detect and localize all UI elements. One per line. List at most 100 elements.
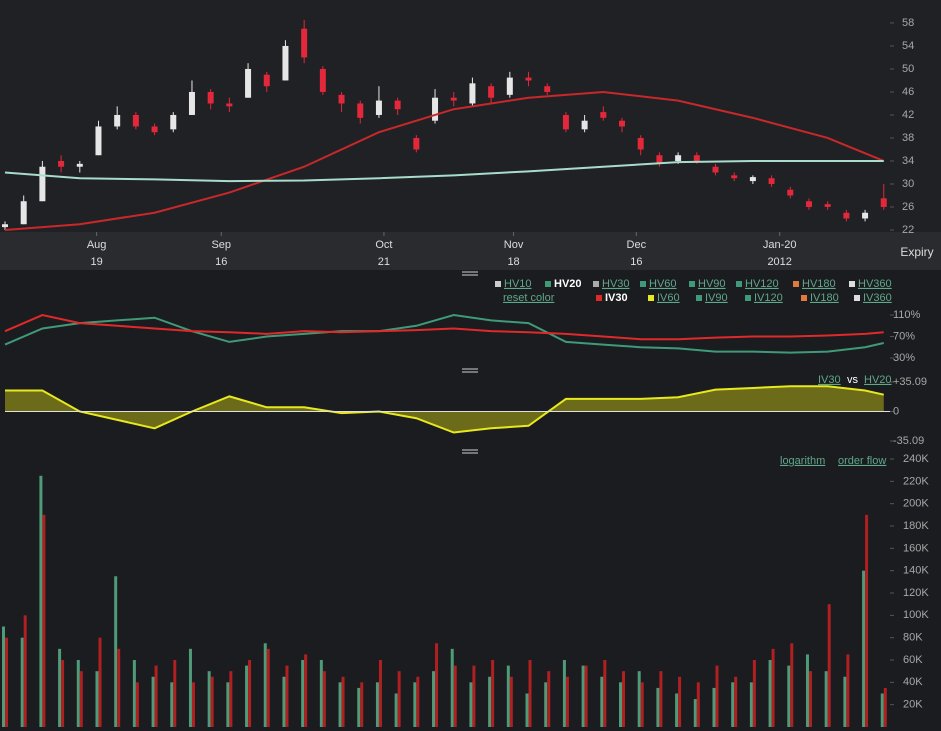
- volume-bar: [357, 687, 361, 727]
- y-tick-label: 22: [902, 224, 914, 236]
- volume-bar: [805, 654, 809, 727]
- toggle-label[interactable]: IV360: [863, 292, 892, 304]
- volume-bar: [525, 693, 529, 727]
- candle-body: [506, 77, 513, 95]
- volatility-line: [4, 314, 884, 354]
- spread-label-sep: vs: [847, 374, 859, 386]
- y-tick-label: 240K: [903, 453, 929, 465]
- y-tick-label: 20K: [903, 699, 923, 711]
- y-tick-label: 58: [902, 17, 914, 29]
- toggle-icon: [648, 295, 654, 301]
- volume-bar: [61, 660, 65, 727]
- y-tick-label: 40K: [903, 676, 923, 688]
- spread-label-b[interactable]: HV20: [864, 374, 892, 386]
- x-axis-band: [0, 232, 941, 270]
- volume-bar: [154, 665, 158, 727]
- toggle-label[interactable]: IV120: [754, 292, 783, 304]
- candle-body: [600, 112, 607, 118]
- y-tick-label: 34: [902, 155, 914, 167]
- volume-bar: [790, 643, 794, 727]
- toggle-icon: [696, 295, 702, 301]
- volume-bar: [191, 682, 195, 727]
- volume-bar: [731, 682, 735, 727]
- toggle-label[interactable]: HV30: [602, 278, 630, 290]
- x-tick-sublabel: 16: [630, 256, 642, 268]
- volume-bar: [173, 660, 177, 727]
- volume-bar: [58, 648, 62, 727]
- volume-bar: [263, 643, 267, 727]
- toggle-label[interactable]: IV90: [705, 292, 728, 304]
- candle-body: [731, 175, 738, 179]
- y-tick-label: -35.09: [893, 435, 924, 447]
- toggle-label[interactable]: HV90: [698, 278, 726, 290]
- toggle-label[interactable]: HV10: [504, 278, 532, 290]
- candle-body: [39, 166, 46, 202]
- candle-body: [58, 160, 65, 167]
- toggle-label[interactable]: IV60: [657, 292, 680, 304]
- toggle-label[interactable]: IV30: [605, 292, 628, 304]
- toggle-icon: [736, 281, 742, 287]
- volume-bar: [562, 660, 566, 727]
- volume-bar: [883, 687, 887, 727]
- candle-body: [693, 155, 700, 161]
- volume-bar: [435, 643, 439, 727]
- volume-bar: [771, 648, 775, 727]
- candle-body: [319, 68, 326, 92]
- volume-bar: [603, 660, 607, 727]
- toggle-icon: [854, 295, 860, 301]
- candle-body: [619, 120, 626, 127]
- toggle-icon: [793, 281, 799, 287]
- expiry-label: Expiry: [900, 245, 933, 259]
- volume-bar: [360, 682, 364, 727]
- volume-bar: [413, 682, 417, 727]
- candle-body: [263, 74, 270, 87]
- toggle-label[interactable]: IV180: [810, 292, 839, 304]
- toggle-label[interactable]: HV20: [554, 278, 582, 290]
- y-tick-label: 70%: [893, 330, 915, 342]
- volume-bar: [375, 682, 379, 727]
- volume-bar: [210, 676, 214, 727]
- candle-body: [394, 100, 401, 110]
- volume-bar: [509, 676, 513, 727]
- toggle-label[interactable]: HV60: [649, 278, 677, 290]
- candle-body: [76, 163, 83, 167]
- toggle-icon: [640, 281, 646, 287]
- chart-link[interactable]: logarithm: [780, 455, 825, 467]
- volume-bar: [749, 682, 753, 727]
- toggle-icon: [545, 281, 551, 287]
- toggle-label[interactable]: HV360: [858, 278, 892, 290]
- volume-bar: [808, 671, 812, 727]
- volume-bar: [693, 699, 697, 727]
- volume-bar: [768, 660, 772, 727]
- candle-body: [880, 198, 887, 207]
- toggle-label[interactable]: HV180: [802, 278, 836, 290]
- volume-bar: [734, 676, 738, 727]
- candle-body: [207, 91, 214, 104]
- toggle-label[interactable]: HV120: [745, 278, 779, 290]
- volume-bar: [42, 514, 46, 727]
- candle-body: [413, 137, 420, 150]
- volume-bar: [584, 665, 588, 727]
- volume-bar: [696, 682, 700, 727]
- toggle-icon: [495, 281, 501, 287]
- candle-body: [301, 28, 308, 58]
- volume-bar: [132, 660, 136, 727]
- volume-bar: [207, 671, 211, 727]
- spread-label-a[interactable]: IV30: [818, 374, 841, 386]
- chart-link[interactable]: order flow: [838, 455, 886, 467]
- candle-body: [357, 103, 364, 118]
- candle-body: [151, 126, 158, 133]
- volume-bar: [712, 687, 716, 727]
- volume-bar: [843, 676, 847, 727]
- y-tick-label: 220K: [903, 475, 929, 487]
- candle-body: [282, 45, 289, 81]
- volume-bar: [547, 671, 551, 727]
- candle-body: [656, 155, 663, 164]
- candle-body: [450, 97, 457, 101]
- y-tick-label: 110%: [893, 309, 921, 321]
- candle-body: [469, 83, 476, 104]
- reset-color[interactable]: reset color: [503, 292, 555, 304]
- spread-line: [5, 385, 884, 434]
- y-tick-label: 160K: [903, 542, 929, 554]
